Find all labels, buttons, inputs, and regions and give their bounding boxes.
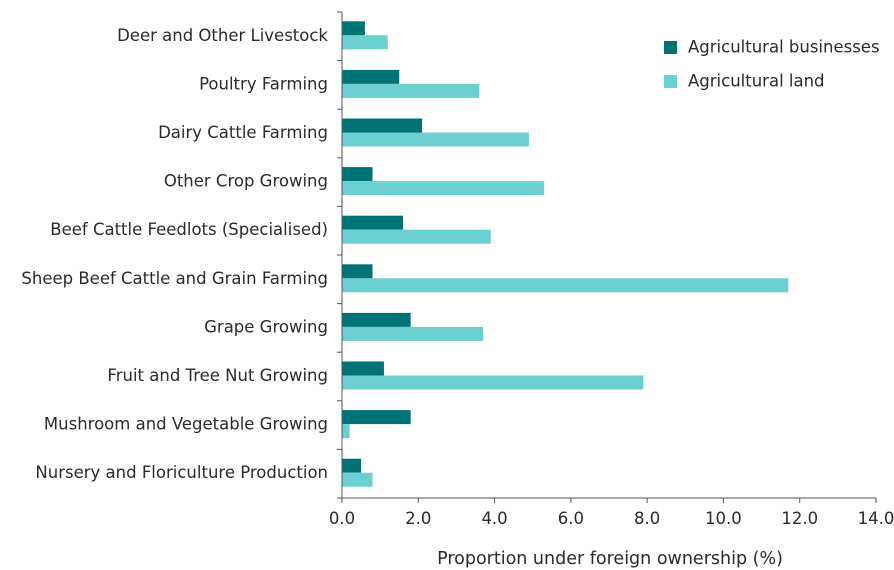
x-tick-label: 8.0 bbox=[634, 509, 660, 528]
bar-businesses-4 bbox=[342, 215, 404, 230]
category-label: Poultry Farming bbox=[199, 74, 328, 93]
bar-land-8 bbox=[342, 424, 350, 439]
category-label: Nursery and Floriculture Production bbox=[35, 463, 328, 482]
bar-land-7 bbox=[342, 375, 644, 390]
category-label: Dairy Cattle Farming bbox=[158, 123, 328, 142]
legend-label: Agricultural land bbox=[688, 72, 825, 91]
x-tick-label: 12.0 bbox=[781, 509, 818, 528]
bar-land-3 bbox=[342, 181, 545, 196]
legend-swatch bbox=[664, 41, 677, 54]
category-label: Grape Growing bbox=[204, 317, 328, 336]
category-label: Mushroom and Vegetable Growing bbox=[44, 415, 328, 434]
category-label: Other Crop Growing bbox=[164, 172, 328, 191]
bar-land-2 bbox=[342, 132, 529, 147]
bar-businesses-1 bbox=[342, 69, 400, 84]
bar-land-9 bbox=[342, 472, 373, 487]
bar-businesses-7 bbox=[342, 361, 384, 376]
category-label: Sheep Beef Cattle and Grain Farming bbox=[21, 269, 328, 288]
bar-businesses-3 bbox=[342, 167, 373, 182]
legend-label: Agricultural businesses bbox=[688, 38, 880, 57]
bar-land-0 bbox=[342, 35, 388, 50]
bar-businesses-8 bbox=[342, 410, 411, 425]
x-tick-label: 6.0 bbox=[558, 509, 584, 528]
x-tick-label: 14.0 bbox=[858, 509, 894, 528]
category-label: Deer and Other Livestock bbox=[117, 26, 328, 45]
x-tick-label: 10.0 bbox=[705, 509, 742, 528]
category-labels: Deer and Other Livestock Poultry Farming D… bbox=[21, 26, 328, 482]
bar-businesses-9 bbox=[342, 458, 362, 473]
category-label: Fruit and Tree Nut Growing bbox=[107, 366, 328, 385]
x-axis-title: Proportion under foreign ownership (%) bbox=[437, 549, 783, 569]
bars-group bbox=[342, 21, 789, 487]
legend-swatch bbox=[664, 75, 677, 88]
bar-land-4 bbox=[342, 229, 491, 244]
bar-businesses-6 bbox=[342, 312, 411, 327]
bar-businesses-5 bbox=[342, 264, 373, 279]
bar-land-5 bbox=[342, 278, 789, 293]
bar-businesses-0 bbox=[342, 21, 365, 36]
x-tick-label: 4.0 bbox=[481, 509, 507, 528]
x-tick-label: 0.0 bbox=[329, 509, 355, 528]
x-tick-label: 2.0 bbox=[405, 509, 431, 528]
category-label: Beef Cattle Feedlots (Specialised) bbox=[50, 220, 328, 239]
legend: Agricultural businesses Agricultural land bbox=[664, 38, 880, 91]
x-axis-ticks: 0.0 2.0 4.0 6.0 8.0 10.0 12.0 14.0 bbox=[329, 11, 894, 528]
bar-land-1 bbox=[342, 83, 480, 98]
bar-businesses-2 bbox=[342, 118, 423, 133]
bar-land-6 bbox=[342, 326, 484, 341]
